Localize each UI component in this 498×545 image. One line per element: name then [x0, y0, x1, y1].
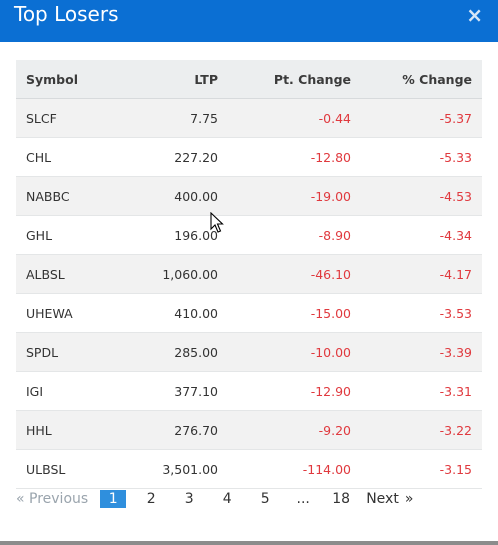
cell-symbol: NABBC	[16, 176, 124, 216]
table-row[interactable]: UHEWA 410.00 -15.00 -3.53	[16, 293, 482, 333]
cell-pt-change: -10.00	[228, 332, 361, 372]
table-row[interactable]: CHL 227.20 -12.80 -5.33	[16, 137, 482, 177]
cell-symbol: UHEWA	[16, 293, 124, 333]
cell-pct-change: -4.34	[361, 215, 482, 255]
cell-pct-change: -5.33	[361, 137, 482, 177]
bottom-border	[0, 541, 498, 545]
cell-symbol: SPDL	[16, 332, 124, 372]
table-row[interactable]: ULBSL 3,501.00 -114.00 -3.15	[16, 449, 482, 489]
close-icon[interactable]: ×	[466, 3, 483, 27]
cell-ltp: 7.75	[124, 98, 228, 138]
column-header-pct-change[interactable]: % Change	[361, 60, 482, 99]
cell-pt-change: -0.44	[228, 98, 361, 138]
pagination: « Previous 1 2 3 4 5 ... 18 Next »	[16, 488, 425, 510]
cell-symbol: ULBSL	[16, 449, 124, 489]
cell-pt-change: -8.90	[228, 215, 361, 255]
column-header-pt-change[interactable]: Pt. Change	[228, 60, 361, 99]
column-header-symbol[interactable]: Symbol	[16, 60, 124, 99]
cell-pct-change: -4.17	[361, 254, 482, 294]
cell-ltp: 1,060.00	[124, 254, 228, 294]
cell-ltp: 227.20	[124, 137, 228, 177]
cell-pct-change: -3.31	[361, 371, 482, 411]
page-5-button[interactable]: 5	[260, 491, 270, 507]
table-row[interactable]: ALBSL 1,060.00 -46.10 -4.17	[16, 254, 482, 294]
cell-ltp: 285.00	[124, 332, 228, 372]
previous-page-button[interactable]: « Previous	[16, 491, 89, 507]
modal-header: Top Losers ×	[0, 0, 498, 42]
cell-pt-change: -46.10	[228, 254, 361, 294]
losers-table: Symbol LTP Pt. Change % Change SLCF 7.75-…	[16, 60, 482, 489]
cell-ltp: 410.00	[124, 293, 228, 333]
page-1-button[interactable]: 1	[100, 490, 127, 508]
cell-ltp: 3,501.00	[124, 449, 228, 489]
table-header-row: Symbol LTP Pt. Change % Change	[16, 60, 482, 99]
cell-pt-change: -15.00	[228, 293, 361, 333]
page-18-button[interactable]: 18	[332, 491, 351, 507]
cell-symbol: HHL	[16, 410, 124, 450]
table-row[interactable]: GHL 196.00 -8.90 -4.34	[16, 215, 482, 255]
cell-pct-change: -3.22	[361, 410, 482, 450]
page-2-button[interactable]: 2	[146, 491, 156, 507]
cell-pct-change: -5.37	[361, 98, 482, 138]
next-arrow-icon[interactable]: »	[404, 491, 414, 507]
cell-pct-change: -3.15	[361, 449, 482, 489]
pagination-ellipsis: ...	[296, 491, 310, 507]
cell-symbol: IGI	[16, 371, 124, 411]
table-row[interactable]: NABBC 400.00 -19.00 -4.53	[16, 176, 482, 216]
cell-pt-change: -9.20	[228, 410, 361, 450]
cell-pct-change: -3.39	[361, 332, 482, 372]
cell-ltp: 276.70	[124, 410, 228, 450]
cell-pt-change: -114.00	[228, 449, 361, 489]
cell-pct-change: -3.53	[361, 293, 482, 333]
next-page-button[interactable]: Next	[366, 491, 399, 507]
cell-pct-change: -4.53	[361, 176, 482, 216]
cell-pt-change: -12.90	[228, 371, 361, 411]
cell-pt-change: -19.00	[228, 176, 361, 216]
column-header-ltp[interactable]: LTP	[124, 60, 228, 99]
mouse-pointer-icon	[210, 212, 224, 233]
cell-symbol: SLCF	[16, 98, 124, 138]
table-row[interactable]: SLCF 7.75 -0.44 -5.37	[16, 98, 482, 138]
modal-title: Top Losers	[14, 2, 119, 26]
cell-symbol: GHL	[16, 215, 124, 255]
cell-ltp: 400.00	[124, 176, 228, 216]
table-row[interactable]: SPDL 285.00 -10.00 -3.39	[16, 332, 482, 372]
cell-symbol: ALBSL	[16, 254, 124, 294]
page-3-button[interactable]: 3	[184, 491, 194, 507]
cell-ltp: 377.10	[124, 371, 228, 411]
table-row[interactable]: HHL 276.70 -9.20 -3.22	[16, 410, 482, 450]
cell-pt-change: -12.80	[228, 137, 361, 177]
table-row[interactable]: IGI 377.10 -12.90 -3.31	[16, 371, 482, 411]
page-4-button[interactable]: 4	[222, 491, 232, 507]
cell-symbol: CHL	[16, 137, 124, 177]
